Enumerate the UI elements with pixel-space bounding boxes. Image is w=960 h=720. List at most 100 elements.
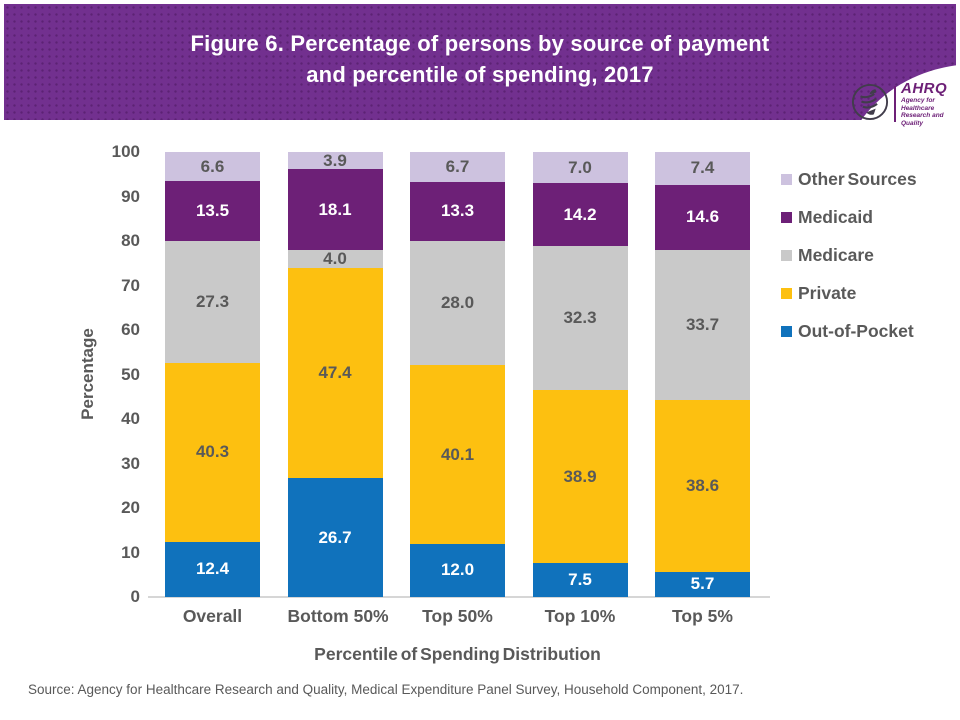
bar-segment-private-overall: 40.3 <box>165 362 260 542</box>
bar-segment-private-top-5: 38.6 <box>655 399 750 572</box>
bar-value-label: 13.5 <box>195 201 230 221</box>
bar-segment-other-sources-top-50: 6.7 <box>410 152 505 182</box>
bar-value-label: 28.0 <box>440 293 475 313</box>
bar-segment-other-sources-top-10: 7.0 <box>532 152 628 184</box>
legend-swatch-out-of-pocket <box>781 325 792 337</box>
bar-segment-other-sources-top-5: 7.4 <box>655 152 750 185</box>
ahrq-logo: AHRQ Agency for Healthcare Research and … <box>851 81 957 127</box>
bar-value-label: 12.0 <box>440 560 475 580</box>
bar-segment-other-sources-bottom-50: 3.9 <box>287 150 383 170</box>
ahrq-tagline: Agency for Healthcare Research and Quali… <box>901 97 944 127</box>
legend-label: Out-of-Pocket <box>798 320 914 341</box>
figure-title: Figure 6. Percentage of persons by sourc… <box>4 4 956 90</box>
bar-segment-out-of-pocket-top-50: 12.0 <box>410 543 505 598</box>
bar-value-label: 4.0 <box>323 248 347 268</box>
bar-segment-private-bottom-50: 47.4 <box>287 267 383 479</box>
legend-swatch-medicaid <box>781 211 792 223</box>
bar-value-label: 7.4 <box>690 158 715 178</box>
bar-segment-medicare-top-10: 32.3 <box>532 246 628 391</box>
bar-segment-out-of-pocket-bottom-50: 26.7 <box>287 478 383 597</box>
y-axis-ticks: 0 10 20 30 40 50 60 70 80 90 100 <box>86 142 146 606</box>
stacked-bar-bottom-50: 3.9 18.1 4.0 47.4 26.7 <box>287 150 383 597</box>
bar-segment-medicare-top-5: 33.7 <box>655 249 750 400</box>
legend-item-medicare: Medicare <box>781 236 917 274</box>
bar-value-label: 26.7 <box>318 527 352 547</box>
legend-label: Medicare <box>798 244 874 265</box>
legend-swatch-medicare <box>781 249 792 261</box>
x-category-label-top-5: Top 5% <box>672 606 733 626</box>
bar-value-label: 3.9 <box>323 150 347 170</box>
y-tick-label-20: 20 <box>121 498 140 517</box>
x-category-label-top-10: Top 10% <box>544 606 616 626</box>
x-category-label-top-50: Top 50% <box>422 606 493 626</box>
y-tick-label-80: 80 <box>121 231 140 250</box>
y-tick-label-50: 50 <box>121 364 140 384</box>
y-tick-label-0: 0 <box>130 587 140 606</box>
legend-item-private: Private <box>781 274 917 312</box>
logo-divider <box>894 86 896 122</box>
bar-segment-medicaid-top-5: 14.6 <box>655 184 750 250</box>
stacked-bar-top-10: 7.0 14.2 32.3 38.9 7.5 <box>532 152 628 597</box>
x-axis-title: Percentile of Spending Distribution <box>314 644 601 664</box>
legend-item-out-of-pocket: Out-of-Pocket <box>781 312 917 350</box>
header-banner: Figure 6. Percentage of persons by sourc… <box>4 4 956 120</box>
legend-item-other-sources: Other Sources <box>781 160 917 198</box>
legend: Other Sources Medicaid Medicare Private Out-… <box>781 160 917 350</box>
bar-segment-private-top-10: 38.9 <box>532 390 628 564</box>
bar-value-label: 32.3 <box>563 308 597 328</box>
legend-item-medicaid: Medicaid <box>781 198 917 236</box>
legend-label: Medicaid <box>798 206 873 227</box>
stacked-bar-overall: 6.6 13.5 27.3 40.3 12.4 <box>165 152 260 597</box>
bar-value-label: 47.4 <box>318 362 352 382</box>
y-tick-label-10: 10 <box>121 542 140 562</box>
source-note: Source: Agency for Healthcare Research a… <box>28 682 744 697</box>
bar-segment-medicaid-top-50: 13.3 <box>410 181 505 241</box>
bar-value-label: 5.7 <box>690 574 715 594</box>
bar-segment-out-of-pocket-top-10: 7.5 <box>532 563 628 597</box>
bar-value-label: 40.1 <box>440 444 475 464</box>
x-axis-category-labels: Overall Bottom 50% Top 50% Top 10% Top 5% <box>165 606 750 627</box>
legend-swatch-other-sources <box>781 173 792 185</box>
bar-segment-medicaid-overall: 13.5 <box>165 181 260 242</box>
bar-value-label: 14.2 <box>563 204 597 224</box>
bar-segment-out-of-pocket-top-5: 5.7 <box>655 571 750 597</box>
y-tick-label-100: 100 <box>111 142 140 161</box>
bar-value-label: 27.3 <box>195 292 230 312</box>
bar-value-label: 40.3 <box>195 442 230 462</box>
plot-area: 6.6 13.5 27.3 40.3 12.4 3.9 18.1 4.0 47.4 26.7 6.7… <box>165 150 750 598</box>
bar-value-label: 14.6 <box>685 207 720 227</box>
bar-value-label: 33.7 <box>685 314 720 334</box>
y-tick-label-40: 40 <box>121 409 140 428</box>
x-category-label-bottom-50: Bottom 50% <box>287 606 389 626</box>
bar-segment-medicare-bottom-50: 4.0 <box>287 248 383 268</box>
bar-value-label: 7.5 <box>568 569 592 589</box>
legend-swatch-private <box>781 287 792 299</box>
bar-segment-out-of-pocket-overall: 12.4 <box>165 541 260 597</box>
figure-title-line1: Figure 6. Percentage of persons by sourc… <box>190 31 770 56</box>
bar-segment-medicare-overall: 27.3 <box>165 241 260 363</box>
y-tick-label-30: 30 <box>121 453 140 473</box>
hhs-eagle-icon <box>851 83 889 126</box>
y-tick-label-90: 90 <box>121 186 140 206</box>
y-tick-label-70: 70 <box>121 275 140 295</box>
figure-title-line2: and percentile of spending, 2017 <box>306 62 654 87</box>
bar-segment-medicaid-bottom-50: 18.1 <box>287 169 383 250</box>
bar-value-label: 38.9 <box>563 466 597 486</box>
bar-segment-other-sources-overall: 6.6 <box>165 152 260 182</box>
y-tick-label-60: 60 <box>121 320 140 339</box>
legend-label: Private <box>798 282 857 303</box>
bar-value-label: 7.0 <box>568 157 592 177</box>
x-category-label-overall: Overall <box>182 606 243 626</box>
stacked-bar-top-5: 7.4 14.6 33.7 38.6 5.7 <box>655 152 750 597</box>
bar-value-label: 38.6 <box>685 475 720 495</box>
stacked-bar-top-50: 6.7 13.3 28.0 40.1 12.0 <box>410 152 505 598</box>
bar-segment-medicaid-top-10: 14.2 <box>532 183 628 247</box>
bar-segment-medicare-top-50: 28.0 <box>410 240 505 366</box>
bar-value-label: 6.6 <box>200 156 225 176</box>
ahrq-wordmark: AHRQ Agency for Healthcare Research and … <box>901 81 957 127</box>
bar-value-label: 6.7 <box>445 156 470 176</box>
bar-value-label: 18.1 <box>318 199 352 219</box>
bar-value-label: 12.4 <box>195 559 230 579</box>
ahrq-org-name: AHRQ <box>901 80 948 97</box>
